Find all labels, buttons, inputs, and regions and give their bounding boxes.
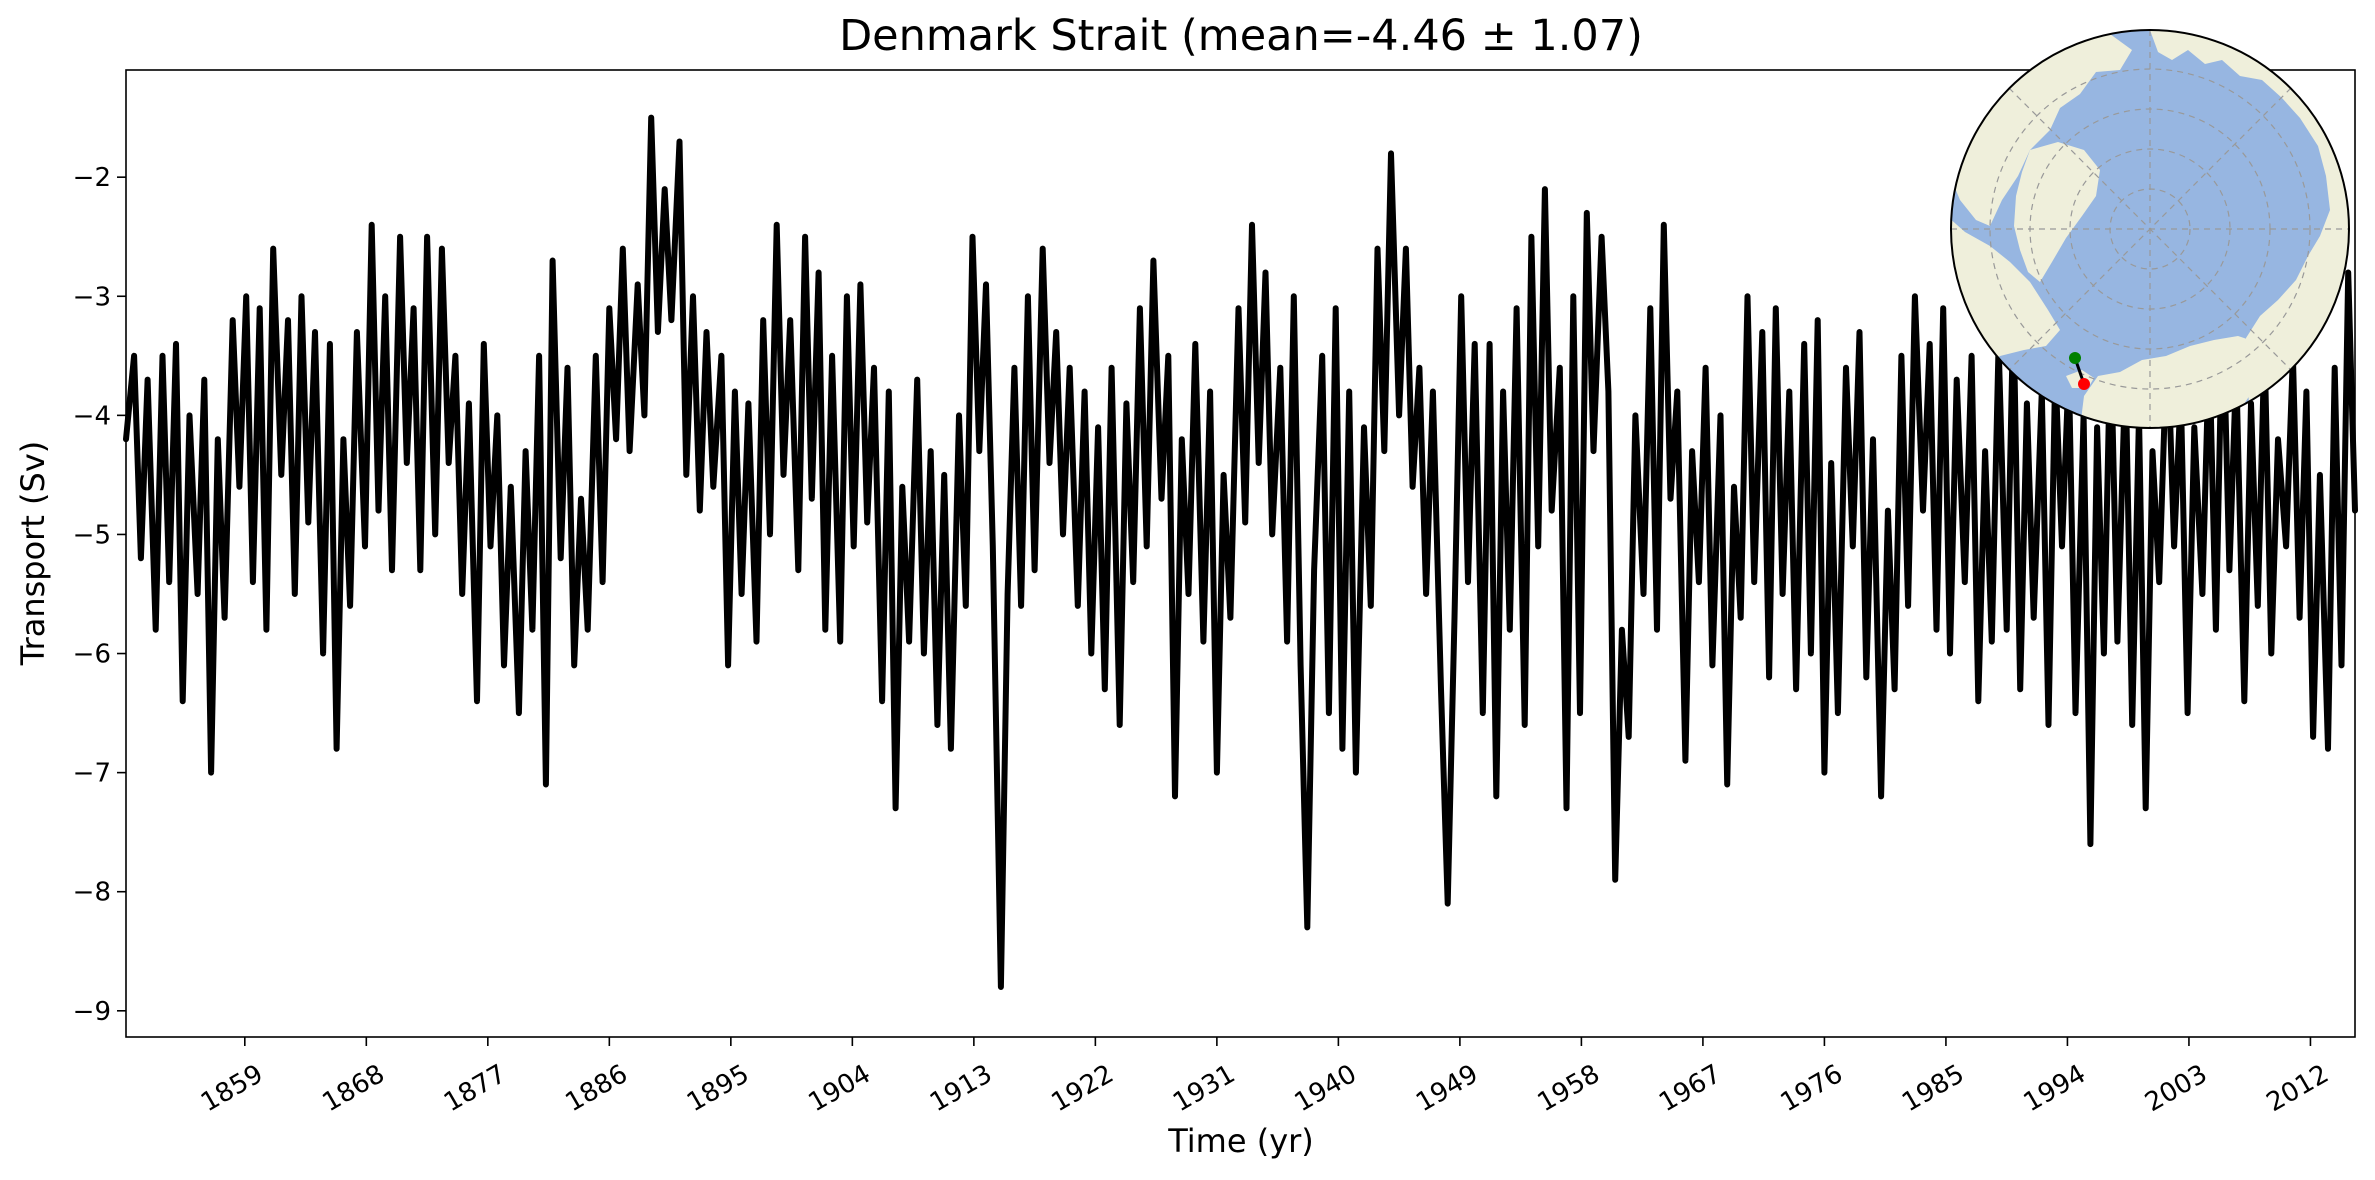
plot-area: [123, 114, 2358, 990]
y-tick-label: −2: [73, 163, 111, 193]
x-axis-label: Time (yr): [1167, 1122, 1314, 1160]
y-tick-label: −6: [73, 640, 111, 670]
map-land-eurasia: [2150, 30, 2349, 428]
y-tick-label: −8: [73, 878, 111, 908]
series-line: [123, 114, 2358, 990]
inset-map: [1950, 29, 2350, 429]
map-land-europe: [2080, 336, 2262, 428]
y-tick-label: −7: [73, 759, 111, 789]
map-land-greenland: [2014, 142, 2100, 282]
y-axis: −9 −8 −7 −6 −5 −4 −3 −2: [73, 163, 126, 1027]
map-section-start-marker: [2069, 352, 2081, 364]
map-section-end-marker: [2078, 378, 2090, 390]
map-land-north-america: [1951, 34, 2132, 226]
y-tick-label: −9: [73, 997, 111, 1027]
y-tick-label: −3: [73, 282, 111, 312]
chart-title: Denmark Strait (mean=-4.46 ± 1.07): [839, 11, 1643, 61]
map-gridlines: [1951, 30, 2349, 428]
y-tick-label: −4: [73, 401, 111, 431]
y-axis-label: Transport (Sv): [14, 441, 52, 667]
map-boundary: [1950, 29, 2350, 429]
y-tick-label: −5: [73, 520, 111, 550]
axes-frame: [125, 69, 2356, 1038]
